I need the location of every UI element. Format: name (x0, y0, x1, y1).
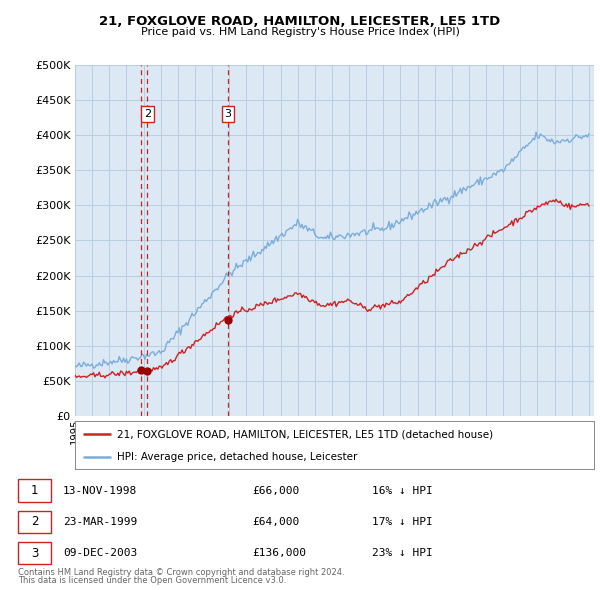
Text: This data is licensed under the Open Government Licence v3.0.: This data is licensed under the Open Gov… (18, 576, 286, 585)
Text: 21, FOXGLOVE ROAD, HAMILTON, LEICESTER, LE5 1TD: 21, FOXGLOVE ROAD, HAMILTON, LEICESTER, … (100, 15, 500, 28)
Text: 2: 2 (31, 515, 38, 529)
Text: 13-NOV-1998: 13-NOV-1998 (63, 486, 137, 496)
Text: 21, FOXGLOVE ROAD, HAMILTON, LEICESTER, LE5 1TD (detached house): 21, FOXGLOVE ROAD, HAMILTON, LEICESTER, … (116, 429, 493, 439)
Text: HPI: Average price, detached house, Leicester: HPI: Average price, detached house, Leic… (116, 452, 357, 462)
Text: £64,000: £64,000 (252, 517, 299, 527)
Text: 3: 3 (224, 109, 232, 119)
Text: 16% ↓ HPI: 16% ↓ HPI (372, 486, 433, 496)
Text: 09-DEC-2003: 09-DEC-2003 (63, 548, 137, 558)
Text: 3: 3 (31, 546, 38, 560)
Text: 1: 1 (31, 484, 38, 497)
Text: 2: 2 (144, 109, 151, 119)
Text: 23-MAR-1999: 23-MAR-1999 (63, 517, 137, 527)
Text: 17% ↓ HPI: 17% ↓ HPI (372, 517, 433, 527)
Text: 23% ↓ HPI: 23% ↓ HPI (372, 548, 433, 558)
Text: Contains HM Land Registry data © Crown copyright and database right 2024.: Contains HM Land Registry data © Crown c… (18, 568, 344, 577)
Text: Price paid vs. HM Land Registry's House Price Index (HPI): Price paid vs. HM Land Registry's House … (140, 27, 460, 37)
Text: £136,000: £136,000 (252, 548, 306, 558)
Text: £66,000: £66,000 (252, 486, 299, 496)
